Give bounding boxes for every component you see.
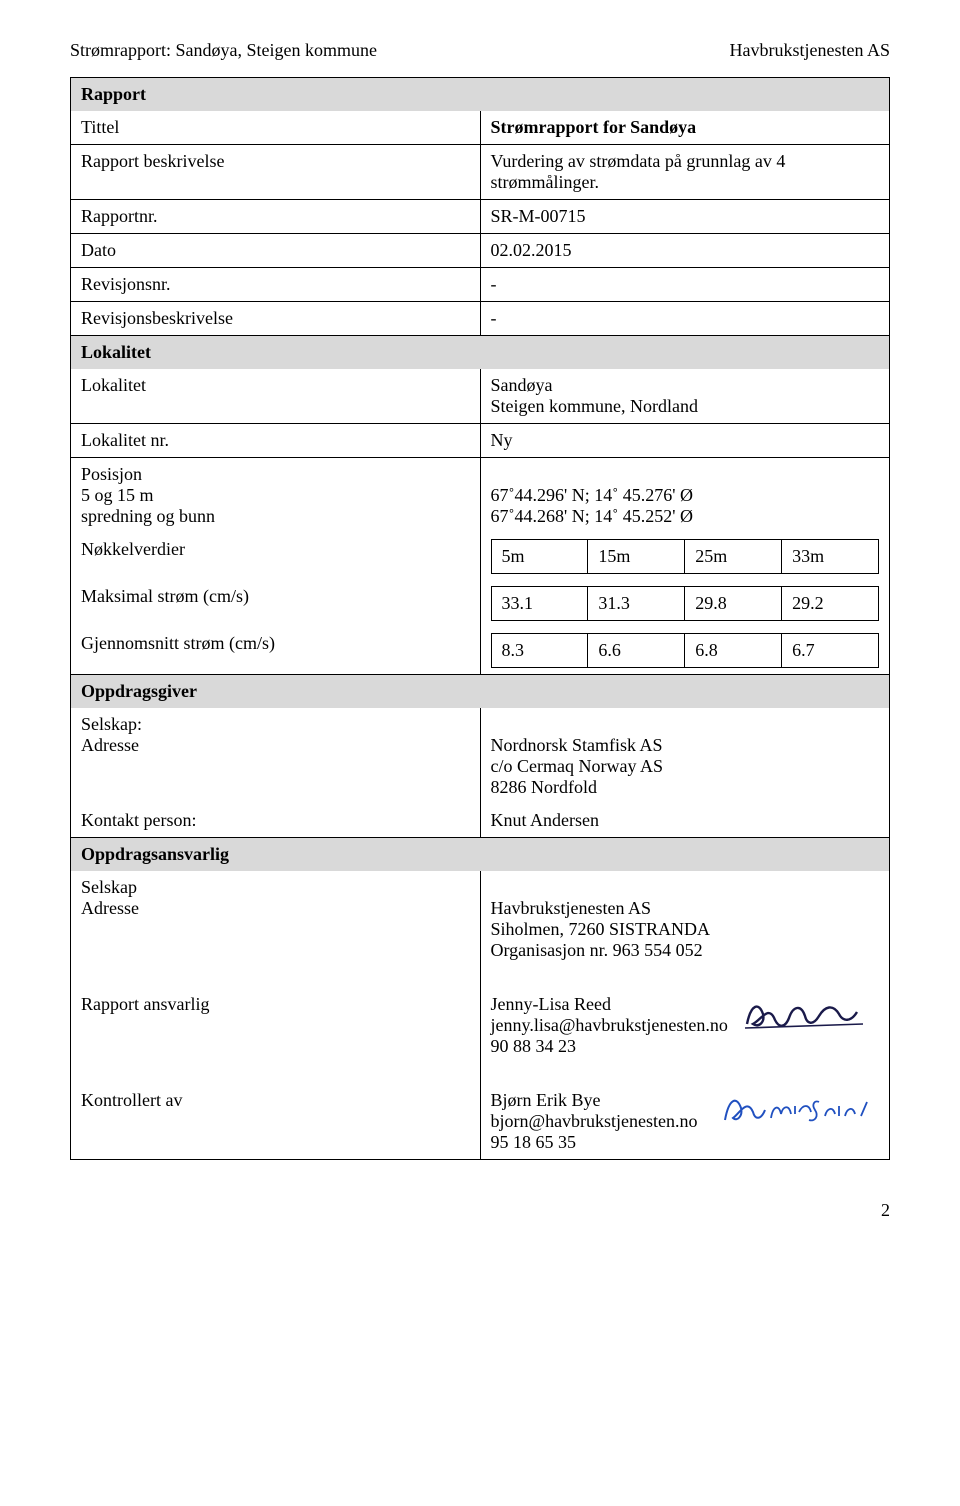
col-33m: 33m: [782, 540, 879, 574]
max-label: Maksimal strøm (cm/s): [71, 580, 481, 627]
resp-company-value: Havbrukstjenesten AS Siholmen, 7260 SIST…: [480, 871, 890, 988]
date-label: Dato: [71, 234, 481, 268]
col-15m: 15m: [588, 540, 685, 574]
nr-value: SR-M-00715: [480, 200, 890, 234]
resp-company-label: Selskap Adresse: [71, 871, 481, 988]
nr-label: Rapportnr.: [71, 200, 481, 234]
max-25m: 29.8: [685, 587, 782, 621]
signature-1: [739, 994, 879, 1036]
avg-15m: 6.6: [588, 634, 685, 668]
loc-label: Lokalitet: [71, 369, 481, 424]
loc-value: Sandøya Steigen kommune, Nordland: [480, 369, 890, 424]
page-container: Strømrapport: Sandøya, Steigen kommune H…: [0, 0, 960, 1190]
report-table: Rapport Tittel Strømrapport for Sandøya …: [70, 77, 890, 1160]
locnr-value: Ny: [480, 424, 890, 458]
header-left: Strømrapport: Sandøya, Steigen kommune: [70, 40, 377, 61]
header-right: Havbrukstjenesten AS: [730, 40, 890, 61]
max-vals: 33.1 31.3 29.8 29.2: [480, 580, 890, 627]
resp-report-label: Rapport ansvarlig: [71, 988, 481, 1084]
page-number: 2: [0, 1190, 960, 1221]
avg-33m: 6.7: [782, 634, 879, 668]
section-lokalitet: Lokalitet: [71, 336, 890, 370]
client-company-label: Selskap: Adresse: [71, 708, 481, 804]
avg-vals: 8.3 6.6 6.8 6.7: [480, 627, 890, 675]
max-15m: 31.3: [588, 587, 685, 621]
pos-value: 67˚44.296' N; 14˚ 45.276' Ø 67˚44.268' N…: [480, 458, 890, 534]
avg-5m: 8.3: [491, 634, 588, 668]
section-oppdragsgiver: Oppdragsgiver: [71, 675, 890, 709]
pos-label: Posisjon 5 og 15 m spredning og bunn: [71, 458, 481, 534]
resp-controlled-value: Bjørn Erik Bye bjorn@havbrukstjenesten.n…: [480, 1084, 890, 1160]
max-33m: 29.2: [782, 587, 879, 621]
revnr-value: -: [480, 268, 890, 302]
revdesc-value: -: [480, 302, 890, 336]
revnr-label: Revisjonsnr.: [71, 268, 481, 302]
title-label: Tittel: [71, 111, 481, 145]
key-label: Nøkkelverdier: [71, 533, 481, 580]
avg-label: Gjennomsnitt strøm (cm/s): [71, 627, 481, 675]
client-contact-label: Kontakt person:: [71, 804, 481, 838]
key-cols: 5m 15m 25m 33m: [480, 533, 890, 580]
col-25m: 25m: [685, 540, 782, 574]
desc-label: Rapport beskrivelse: [71, 145, 481, 200]
client-company-value: Nordnorsk Stamfisk AS c/o Cermaq Norway …: [480, 708, 890, 804]
desc-value: Vurdering av strømdata på grunnlag av 4 …: [480, 145, 890, 200]
locnr-label: Lokalitet nr.: [71, 424, 481, 458]
max-5m: 33.1: [491, 587, 588, 621]
date-value: 02.02.2015: [480, 234, 890, 268]
section-oppdragsansvarlig: Oppdragsansvarlig: [71, 838, 890, 872]
page-header: Strømrapport: Sandøya, Steigen kommune H…: [70, 40, 890, 61]
col-5m: 5m: [491, 540, 588, 574]
title-value: Strømrapport for Sandøya: [480, 111, 890, 145]
revdesc-label: Revisjonsbeskrivelse: [71, 302, 481, 336]
resp-report-value: Jenny-Lisa Reed jenny.lisa@havbrukstjene…: [480, 988, 890, 1084]
section-rapport: Rapport: [71, 78, 890, 112]
resp-controlled-label: Kontrollert av: [71, 1084, 481, 1160]
signature-2: [719, 1090, 879, 1132]
client-contact-value: Knut Andersen: [480, 804, 890, 838]
avg-25m: 6.8: [685, 634, 782, 668]
